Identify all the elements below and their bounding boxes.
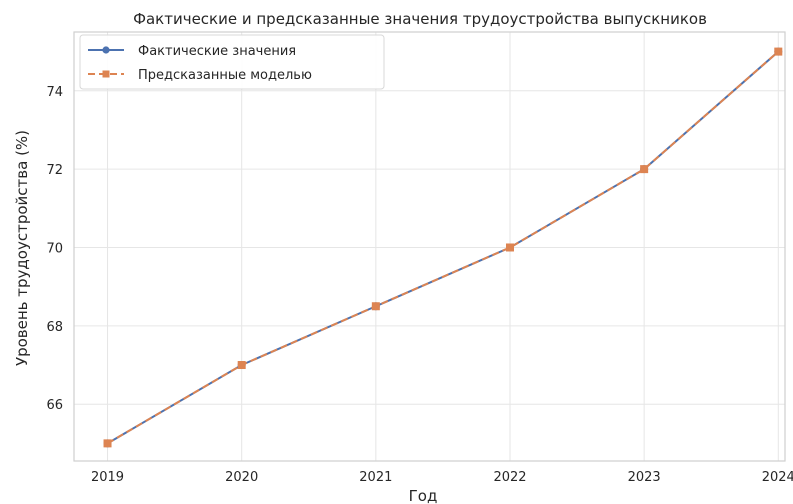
chart-title: Фактические и предсказанные значения тру…	[133, 10, 707, 28]
x-tick-label: 2022	[493, 470, 526, 485]
x-tick-label: 2024	[762, 470, 793, 485]
x-axis-label: Год	[409, 487, 438, 504]
grid	[74, 32, 785, 461]
plot-area-frame	[73, 31, 786, 462]
x-tick-label: 2023	[628, 470, 661, 485]
y-axis-label: Уровень трудоустройства (%)	[13, 130, 31, 366]
data-point-square	[237, 361, 246, 370]
y-tick-label: 68	[46, 320, 63, 335]
data-point-square	[774, 47, 783, 56]
y-tick-label: 74	[46, 85, 63, 100]
legend-box	[79, 34, 385, 90]
data-point-square	[505, 243, 514, 252]
data-point-square	[640, 165, 649, 174]
legend-actual-marker	[102, 46, 110, 54]
y-tick-label: 72	[46, 163, 63, 178]
x-tick-label: 2019	[91, 470, 124, 485]
data-point-square	[371, 302, 380, 311]
y-tick-label: 66	[46, 398, 63, 413]
legend-predicted-label: Предсказанные моделью	[138, 68, 312, 83]
legend: Фактические значения Предсказанные модел…	[79, 34, 385, 90]
x-tick-label: 2021	[359, 470, 392, 485]
legend-item-predicted: Предсказанные моделью	[88, 68, 312, 83]
y-tick-label: 70	[46, 241, 63, 256]
series-layer	[103, 47, 783, 448]
tick-labels: 2019 2020 2021 2022 2023 2024 66 68 70 72 74	[46, 85, 793, 485]
data-point-square	[103, 439, 112, 448]
legend-item-actual: Фактические значения	[88, 44, 296, 59]
series-line-1	[107, 50, 779, 445]
x-tick-label: 2020	[225, 470, 258, 485]
legend-predicted-marker	[102, 70, 110, 78]
legend-actual-label: Фактические значения	[138, 44, 296, 59]
